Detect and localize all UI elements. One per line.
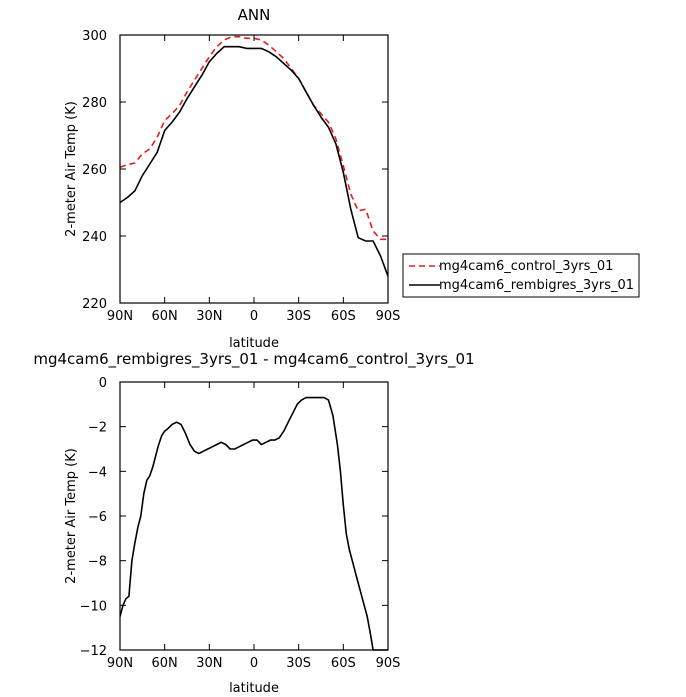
plot-frame-bottom [119, 381, 389, 651]
legend: mg4cam6_control_3yrs_01 mg4cam6_rembigre… [402, 253, 640, 298]
panel-bottom: mg4cam6_rembigres_3yrs_01 - mg4cam6_cont… [33, 350, 474, 696]
series-line-top-0 [119, 35, 388, 241]
y-tick-label-top: 220 [82, 297, 107, 312]
y-tick-label-bottom: −10 [80, 599, 107, 614]
y-axis-label-bottom: 2-meter Air Temp (K) [64, 448, 79, 584]
x-tick-label-bottom: 60N [152, 656, 178, 671]
y-tick-label-top: 240 [82, 230, 107, 245]
x-axis-label-bottom: latitude [229, 681, 279, 696]
y-tick-label-bottom: −6 [88, 510, 107, 525]
x-tick-label-bottom: 30S [286, 656, 311, 671]
ticks-top: 90N 60N 30N 0 30S 60S 90S 220 240 260 280 300 [82, 29, 400, 324]
x-tick-label-top: 60N [152, 309, 178, 324]
y-tick-label-bottom: −4 [88, 465, 107, 480]
series-lines-bottom [119, 396, 388, 651]
x-tick-label-top: 90N [107, 309, 133, 324]
y-tick-label-top: 260 [82, 163, 107, 178]
chart-title-bottom: mg4cam6_rembigres_3yrs_01 - mg4cam6_cont… [33, 350, 474, 369]
ticks-bottom: 90N 60N 30N 0 30S 60S 90S 0 −2 −4 −6 −8 −10 −12 [80, 376, 401, 671]
x-axis-label-top: latitude [229, 336, 279, 351]
panel-top: ANN 90N 60N 30N 0 30S 60S 90S 220 240 260 280 300 l… [64, 6, 400, 351]
x-tick-label-bottom: 30N [196, 656, 222, 671]
legend-label-rembigres: mg4cam6_rembigres_3yrs_01 [439, 278, 634, 293]
series-line-top-1 [119, 45, 389, 277]
y-tick-label-bottom: −8 [88, 555, 107, 570]
series-line-bottom-0 [119, 396, 388, 651]
y-tick-label-top: 300 [82, 29, 107, 44]
plot-frame-top [119, 34, 389, 304]
legend-label-control: mg4cam6_control_3yrs_01 [439, 259, 613, 274]
x-tick-label-top: 30N [196, 309, 222, 324]
x-tick-label-top: 0 [250, 309, 258, 324]
series-lines-top [119, 35, 389, 277]
x-tick-label-bottom: 90S [376, 656, 401, 671]
x-tick-label-bottom: 90N [107, 656, 133, 671]
y-tick-label-bottom: −2 [88, 421, 107, 436]
legend-box [402, 253, 640, 298]
x-tick-label-top: 60S [331, 309, 356, 324]
x-tick-label-bottom: 60S [331, 656, 356, 671]
x-tick-label-bottom: 0 [250, 656, 258, 671]
y-tick-label-bottom: −12 [80, 644, 107, 659]
x-tick-label-top: 30S [286, 309, 311, 324]
x-tick-label-top: 90S [376, 309, 401, 324]
y-tick-label-top: 280 [82, 96, 107, 111]
y-axis-label-top: 2-meter Air Temp (K) [64, 101, 79, 237]
chart-title-top: ANN [238, 6, 271, 24]
y-tick-label-bottom: 0 [99, 376, 107, 391]
